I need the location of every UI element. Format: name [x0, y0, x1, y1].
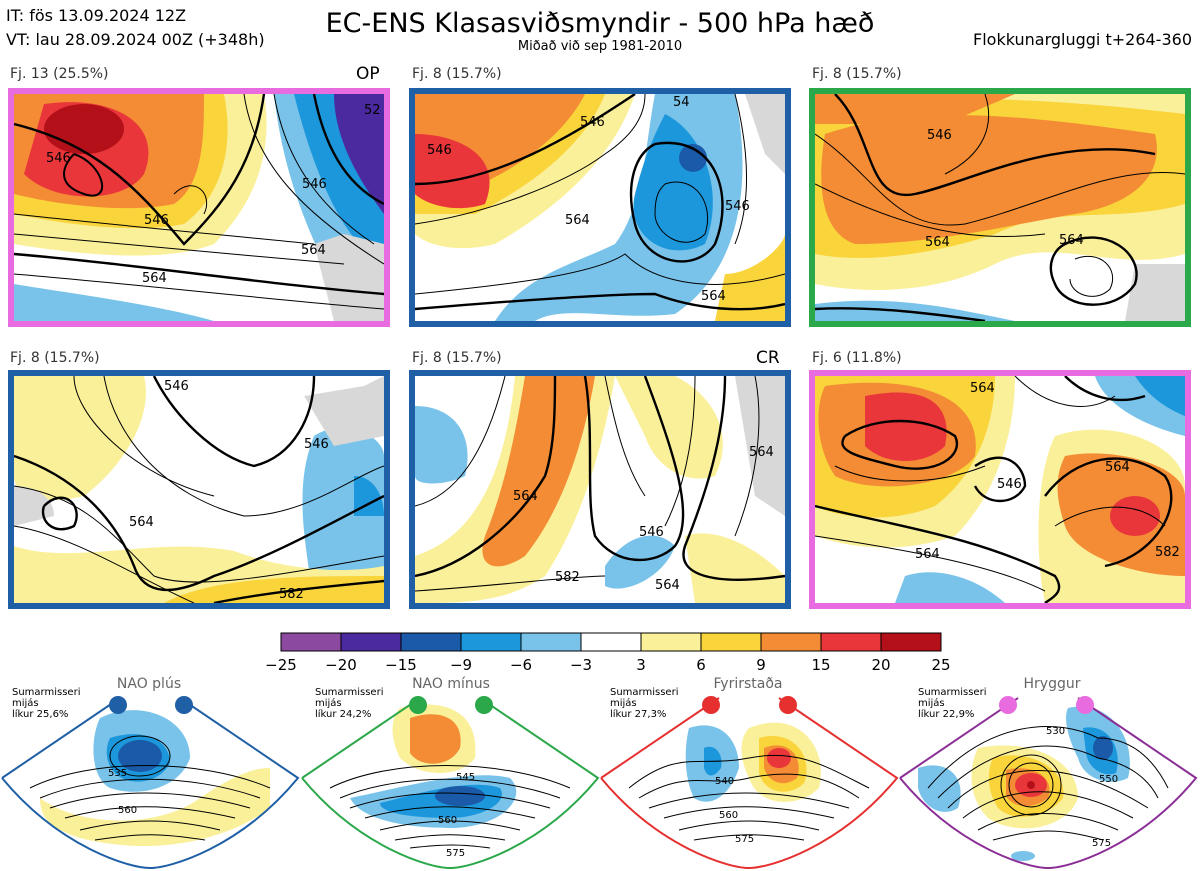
regime-2-info: Sumarmisseri mijás líkur 24,2% [315, 687, 384, 720]
colorbar-tick-label: 3 [636, 656, 646, 674]
colorbar-cell [880, 632, 942, 652]
anomaly-colorbar [280, 632, 942, 652]
colorbar-cell [760, 632, 822, 652]
cluster-map-2: 546 546 564 564 546 54 [409, 88, 791, 327]
colorbar-tick-label: 6 [696, 656, 706, 674]
contour-label: 560 [719, 810, 738, 821]
colorbar-tick-label: −20 [325, 656, 357, 674]
contour-label: 564 [565, 213, 590, 228]
contour-label: 54 [673, 95, 690, 110]
contour-label: 560 [438, 815, 457, 826]
colorbar-cell [460, 632, 522, 652]
colorbar-tick-label: −25 [265, 656, 297, 674]
colorbar-cell [520, 632, 582, 652]
contour-label: 546 [304, 437, 329, 452]
regime-4-info: Sumarmisseri mijás líkur 22,9% [918, 687, 987, 720]
cluster-map-5: 564 546 582 564 564 [409, 370, 791, 609]
colorbar-tick-label: 9 [756, 656, 766, 674]
contour-label: 575 [1092, 838, 1111, 849]
contour-label: 560 [118, 805, 137, 816]
colorbar-tick-label: 15 [811, 656, 831, 674]
colorbar-tick-label: −15 [385, 656, 417, 674]
contour-label: 564 [142, 271, 167, 286]
contour-label: 530 [1046, 726, 1065, 737]
cluster-map-6: 564 564 564 582 546 [809, 370, 1191, 609]
regime-1-name: NAO plús [116, 676, 182, 692]
contour-label: 564 [915, 547, 940, 562]
contour-label: 564 [655, 578, 680, 593]
contour-label: 564 [1105, 460, 1130, 475]
panel-3-label: Fj. 8 (15.7%) [812, 66, 902, 82]
contour-label: 535 [108, 768, 127, 779]
panel-1-mark: OP [356, 64, 380, 84]
regime-map-blocking: 540 560 575 [599, 678, 901, 870]
contour-label: 546 [302, 177, 327, 192]
regime-2-name: NAO mínus [412, 676, 490, 692]
panel-6-label: Fj. 6 (11.8%) [812, 350, 902, 366]
contour-label: 546 [580, 115, 605, 130]
classification-window: Flokkunargluggi t+264-360 [973, 30, 1192, 49]
colorbar-cell [340, 632, 402, 652]
contour-label: 564 [970, 381, 995, 396]
contour-label: 52 [364, 103, 381, 118]
panel-1-label: Fj. 13 (25.5%) [10, 66, 109, 82]
colorbar-cell [640, 632, 702, 652]
colorbar-cell [820, 632, 882, 652]
colorbar-tick-label: 25 [931, 656, 951, 674]
panel-2-label: Fj. 8 (15.7%) [412, 66, 502, 82]
contour-label: 564 [129, 515, 154, 530]
contour-label: 575 [735, 834, 754, 845]
panel-4-label: Fj. 8 (15.7%) [10, 350, 100, 366]
regime-3-name: Fyrirstaða [713, 676, 783, 692]
contour-label: 546 [427, 143, 452, 158]
regime-3-info: Sumarmisseri mijás líkur 27,3% [610, 687, 679, 720]
contour-label: 564 [701, 289, 726, 304]
contour-label: 546 [46, 151, 71, 166]
colorbar-cell [400, 632, 462, 652]
colorbar-cell [700, 632, 762, 652]
contour-label: 564 [749, 445, 774, 460]
page-title: EC-ENS Klasasviðsmyndir - 500 hPa hæð [325, 8, 875, 39]
init-time: IT: fös 13.09.2024 12Z [6, 6, 187, 25]
contour-label: 545 [456, 772, 475, 783]
regime-map-nao-minus: 545 560 575 [300, 678, 602, 870]
contour-label: 546 [927, 128, 952, 143]
contour-label: 564 [1059, 233, 1084, 248]
colorbar-tick-label: −6 [509, 656, 533, 674]
contour-label: 546 [164, 379, 189, 394]
panel-5-mark: CR [756, 348, 780, 368]
contour-label: 546 [144, 213, 169, 228]
cluster-map-1: 546 546 564 564 546 52 [8, 88, 390, 327]
valid-time: VT: lau 28.09.2024 00Z (+348h) [6, 30, 265, 49]
contour-label: 575 [446, 848, 465, 859]
contour-label: 582 [555, 570, 580, 585]
contour-label: 564 [513, 489, 538, 504]
colorbar-cell [280, 632, 342, 652]
colorbar-cell [580, 632, 642, 652]
colorbar-tick-label: 20 [871, 656, 891, 674]
regime-map-ridge: 530 550 575 [898, 678, 1200, 870]
contour-label: 564 [301, 243, 326, 258]
contour-label: 564 [925, 235, 950, 250]
contour-label: 546 [725, 199, 750, 214]
cluster-map-3: 546 564 564 [809, 88, 1191, 327]
colorbar-tick-label: −9 [449, 656, 473, 674]
contour-label: 540 [715, 776, 734, 787]
cluster-map-4: 546 546 564 582 [8, 370, 390, 609]
page-subtitle: Miðað við sep 1981-2010 [517, 39, 683, 54]
panel-5-label: Fj. 8 (15.7%) [412, 350, 502, 366]
regime-1-info: Sumarmisseri mijás líkur 25,6% [12, 687, 81, 720]
contour-label: 550 [1099, 774, 1118, 785]
regime-map-nao-plus: 535 560 [0, 678, 302, 870]
regime-4-name: Hryggur [1023, 676, 1081, 692]
contour-label: 582 [1155, 545, 1180, 560]
contour-label: 582 [279, 587, 304, 602]
contour-label: 546 [997, 477, 1022, 492]
colorbar-tick-label: −3 [569, 656, 593, 674]
contour-label: 546 [639, 525, 664, 540]
